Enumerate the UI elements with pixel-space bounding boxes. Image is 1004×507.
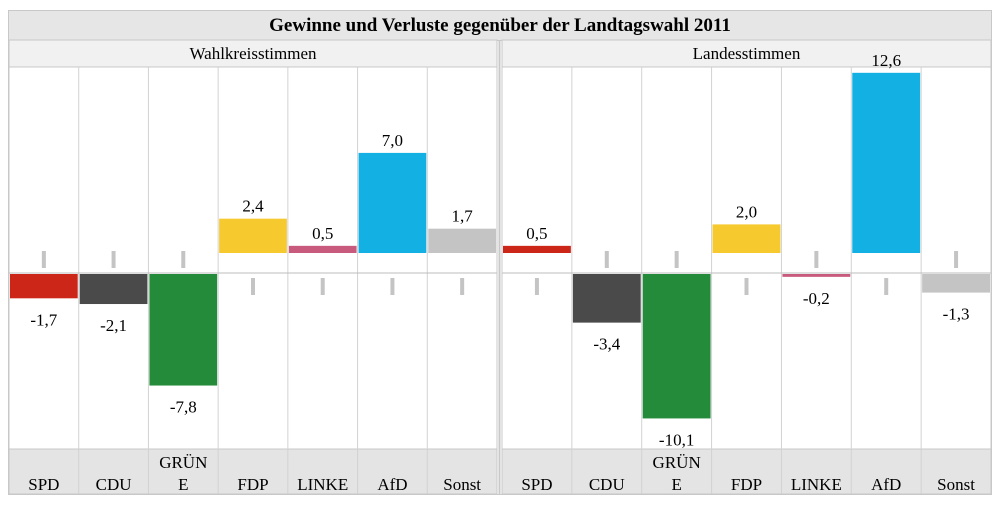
category-label-sonst: Sonst <box>937 475 975 494</box>
value-label-afd: 7,0 <box>382 131 403 150</box>
category-label-gruene: GRÜN E <box>159 453 207 494</box>
category-label-sonst: Sonst <box>443 475 481 494</box>
bar-linke <box>288 245 357 253</box>
value-label-linke: 0,5 <box>312 224 333 243</box>
panel-subtitle: Wahlkreisstimmen <box>189 44 317 63</box>
tick-mark <box>814 251 819 268</box>
value-label-spd: -1,7 <box>30 310 57 329</box>
category-label-line: E <box>671 475 681 494</box>
panel-wahlkreisstimmen: Wahlkreisstimmen -1,7 SPD -2,1 CDU -7,8 GRÜN E 2… <box>8 39 498 495</box>
category-label-line: GRÜN <box>159 453 207 472</box>
category-label-line: E <box>178 475 188 494</box>
tick-mark <box>181 251 186 268</box>
bar-sonst <box>922 274 990 293</box>
category-label-linke: LINKE <box>297 475 348 494</box>
tick-mark <box>744 278 749 295</box>
bar-fdp <box>712 224 781 253</box>
bar-afd <box>852 72 921 253</box>
tick-mark <box>954 251 959 268</box>
value-label-afd: 12,6 <box>871 51 901 70</box>
tick-mark <box>534 278 539 295</box>
category-label-afd: AfD <box>377 475 407 494</box>
bar-cdu <box>572 274 641 323</box>
chart-title: Gewinne und Verluste gegenüber der Landt… <box>9 11 991 41</box>
bar-cdu <box>79 274 148 305</box>
category-label-cdu: CDU <box>589 475 625 494</box>
panel-landesstimmen: Landesstimmen 0,5 SPD -3,4 CDU -10,1 GRÜN E 2,0 F… <box>501 39 992 495</box>
bar-fdp <box>219 218 287 253</box>
category-label-fdp: FDP <box>731 475 762 494</box>
tick-mark <box>460 278 465 295</box>
bar-spd <box>503 245 571 253</box>
value-label-linke: -0,2 <box>803 289 830 308</box>
panel-border <box>501 39 992 495</box>
bar-sonst <box>428 228 496 253</box>
panel-border <box>8 39 498 495</box>
value-label-cdu: -2,1 <box>100 316 127 335</box>
value-label-gruene: -10,1 <box>659 430 694 449</box>
value-label-gruene: -7,8 <box>170 398 197 417</box>
tick-mark <box>390 278 395 295</box>
category-label-line: GRÜN <box>653 453 701 472</box>
tick-mark <box>884 278 889 295</box>
category-label-fdp: FDP <box>237 475 268 494</box>
value-label-fdp: 2,4 <box>242 197 264 216</box>
tick-mark <box>251 278 255 295</box>
category-band <box>8 448 498 495</box>
bar-linke <box>782 274 851 277</box>
category-band <box>501 448 992 495</box>
panel-subtitle: Landesstimmen <box>693 44 801 63</box>
bar-gruene <box>149 274 218 386</box>
tick-mark <box>111 251 116 268</box>
category-label-spd: SPD <box>28 475 59 494</box>
tick-mark <box>674 251 679 268</box>
value-label-fdp: 2,0 <box>736 202 757 221</box>
tick-mark <box>41 251 46 268</box>
value-label-sonst: -1,3 <box>943 305 970 324</box>
value-label-cdu: -3,4 <box>593 335 620 354</box>
tick-mark <box>604 251 609 268</box>
bar-afd <box>358 152 427 253</box>
value-label-sonst: 1,7 <box>452 207 474 226</box>
bar-spd <box>10 274 78 299</box>
category-label-linke: LINKE <box>791 475 842 494</box>
category-label-spd: SPD <box>521 475 552 494</box>
category-label-gruene: GRÜN E <box>653 453 701 494</box>
tick-mark <box>320 278 325 295</box>
value-label-spd: 0,5 <box>526 224 547 243</box>
category-label-afd: AfD <box>871 475 901 494</box>
category-label-cdu: CDU <box>96 475 132 494</box>
bar-gruene <box>642 274 711 419</box>
